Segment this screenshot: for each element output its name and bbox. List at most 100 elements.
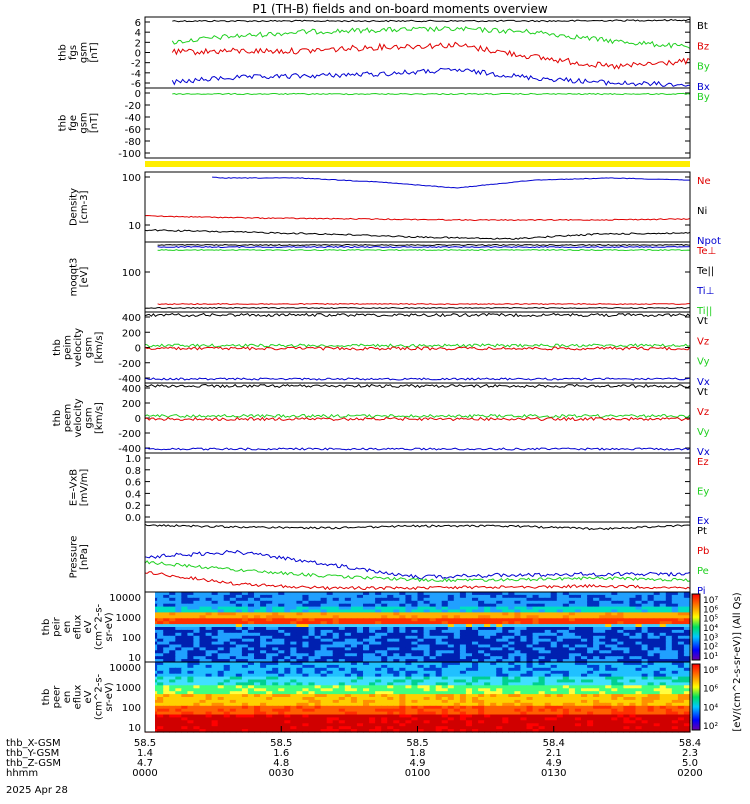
spectro-cell [272,717,279,721]
spectro-cell [417,612,425,616]
spectro-cell [363,609,370,613]
spectro-cell [241,603,249,608]
spectro-cell [320,659,328,663]
spectro-cell [356,679,364,683]
spectro-cell [593,702,600,707]
spectro-cell [641,667,649,672]
spectro-cell [641,702,649,707]
spectro-cell [199,682,207,686]
spectro-cell [683,638,691,643]
spectro-cell [641,723,649,727]
spectro-cell [175,673,182,678]
spectro-cell [562,705,570,710]
spectro-cell [429,638,437,643]
spectro-cell [484,708,491,713]
spectro-cell [254,711,261,716]
spectro-cell [641,705,649,710]
spectro-cell [411,629,419,634]
spectro-cell [502,662,509,666]
spectro-cell [459,612,467,616]
spectro-cell [405,612,413,616]
spectro-cell [611,615,618,619]
spectro-cell [326,656,334,660]
spectro-cell [302,720,310,724]
spectro-cell [266,600,273,605]
spectro-cell [314,688,322,692]
spectro-cell [665,627,673,631]
spectro-cell [611,594,618,599]
spectro-cell [635,653,643,657]
spectro-cell [169,592,176,596]
spectro-cell [266,641,273,646]
spectro-cell [350,650,358,654]
spectro-cell [169,726,176,730]
spectro-cell [260,650,267,654]
spectro-cell [568,729,576,733]
spectro-cell [302,676,310,681]
spectro-cell [302,597,310,602]
spectro-cell [175,659,182,663]
spectro-cell [623,691,631,695]
spectro-cell [441,688,449,692]
spectro-cell [381,612,388,616]
spectro-cell [344,644,352,648]
spectro-cell [247,618,255,622]
spectro-cell [205,627,213,631]
spectro-cell [677,676,685,681]
spectro-cell [393,644,400,648]
spectro-cell [272,606,279,611]
spectro-cell [266,597,273,602]
spectro-cell [187,708,195,713]
spectro-cell [665,664,673,669]
spectro-cell [659,629,667,634]
spectro-cell [284,726,291,730]
panel-peim-velocity: thb peim velocity gsm [km/s]4002000-200-400V… [52,313,710,388]
spectro-cell [363,723,370,727]
spectro-cell [502,664,509,669]
spectro-cell [199,644,207,648]
spectro-cell [260,644,267,648]
spectro-cell [677,708,685,713]
spectro-cell [399,644,406,648]
spectro-cell [278,659,285,663]
spectro-cell [581,612,588,616]
ytick-label: 0 [135,344,141,355]
spectro-cell [665,676,673,681]
ytick-label: -60 [125,125,141,136]
spectro-cell [532,650,540,654]
spectro-cell [211,708,219,713]
spectro-cell [472,635,479,640]
spectro-cell [241,662,249,666]
spectro-cell [163,662,170,666]
spectro-cell [320,650,328,654]
spectro-cell [605,612,612,616]
spectro-cell [278,606,285,611]
spectro-cell [157,664,164,669]
spectro-cell [441,627,449,631]
spectro-cell [314,621,322,625]
spectro-cell [562,650,570,654]
spectro-cell [641,656,649,660]
spectro-cell [423,612,431,616]
spectro-cell [484,711,491,716]
spectro-cell [332,702,340,707]
spectro-cell [211,694,219,698]
spectro-cell [381,729,388,733]
spectro-cell [538,629,546,634]
spectro-cell [205,615,213,619]
spectro-cell [629,711,637,716]
spectro-cell [544,612,552,616]
ytick-label: 10 [128,653,141,664]
spectro-cell [593,641,600,646]
spectro-cell [453,726,461,730]
spectro-cell [217,653,225,657]
spectro-cell [266,664,273,669]
spectro-cell [369,702,376,707]
spectro-cell [393,606,400,611]
spectro-cell [659,609,667,613]
spectro-cell [532,691,540,695]
spectro-cell [326,694,334,698]
spectro-cell [677,691,685,695]
spectro-cell [677,729,685,733]
spectro-cell [302,691,310,695]
